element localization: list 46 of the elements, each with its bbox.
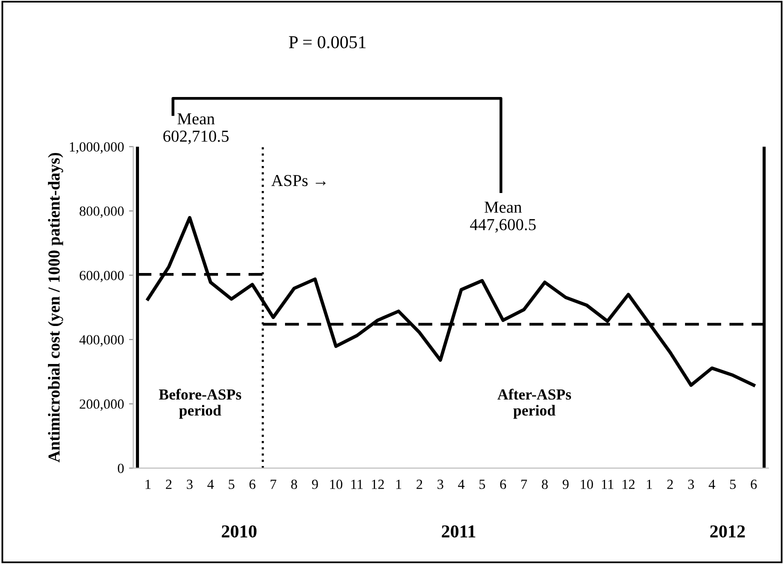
- x-tick-label: 9: [562, 480, 569, 490]
- text: 2012: [710, 525, 745, 538]
- x-tick-label: 4: [458, 480, 464, 489]
- text: P = 0.0051: [288, 36, 366, 48]
- x-tick-label: 2: [166, 480, 172, 489]
- x-tick-label: 8: [291, 480, 298, 490]
- x-tick-label: 5: [228, 480, 234, 490]
- x-tick-label: 2: [416, 480, 422, 489]
- x-tick-label: 10: [330, 480, 342, 490]
- y-tick-label: 400,000: [79, 335, 124, 346]
- x-tick-label: 6: [750, 480, 757, 490]
- x-tick-label: 1: [647, 480, 652, 489]
- annotation: Mean 447,600.5: [470, 202, 536, 233]
- x-tick-label: 4: [207, 480, 214, 489]
- x-tick-label: 10: [580, 480, 593, 490]
- x-tick-label: 3: [186, 480, 193, 490]
- text: 2011: [442, 525, 476, 538]
- x-tick-label: 1: [396, 480, 402, 489]
- y-tick-label: 0: [118, 464, 124, 474]
- x-tick-label: 12: [372, 480, 384, 489]
- x-tick-label: 6: [249, 480, 256, 490]
- x-tick-label: 11: [602, 480, 614, 489]
- y-tick-label: 800,000: [80, 206, 124, 218]
- x-tick-label: 12: [622, 480, 635, 489]
- annotation: After-ASPs period: [497, 388, 572, 419]
- x-tick-label: 5: [479, 480, 486, 490]
- x-tick-label: 5: [730, 480, 736, 490]
- x-tick-label: 2: [667, 480, 673, 489]
- y-tick-label: 200,000: [80, 399, 124, 411]
- text: 2010: [222, 525, 256, 538]
- y-tick-label: 600,000: [80, 270, 124, 282]
- x-tick-label: 7: [521, 480, 527, 489]
- x-tick-label: 4: [708, 480, 716, 489]
- x-tick-label: 7: [270, 480, 276, 489]
- x-tick-label: 6: [500, 480, 506, 490]
- x-tick-label: 1: [146, 480, 151, 489]
- y-tick-label: 1,000,000: [70, 142, 124, 154]
- x-tick-label: 9: [312, 480, 318, 490]
- annotation: Before-ASPs period: [158, 388, 242, 419]
- text: Mean 602,710.5: [163, 113, 229, 144]
- x-tick-label: 3: [438, 480, 444, 490]
- y-axis-title: Antimicrobial cost (yen / 1000 patient-days): [48, 152, 64, 462]
- x-tick-label: 11: [351, 480, 363, 489]
- x-tick-label: 8: [542, 480, 548, 490]
- ref-line-label: ASPs →: [271, 174, 326, 186]
- x-tick-label: 3: [688, 480, 694, 490]
